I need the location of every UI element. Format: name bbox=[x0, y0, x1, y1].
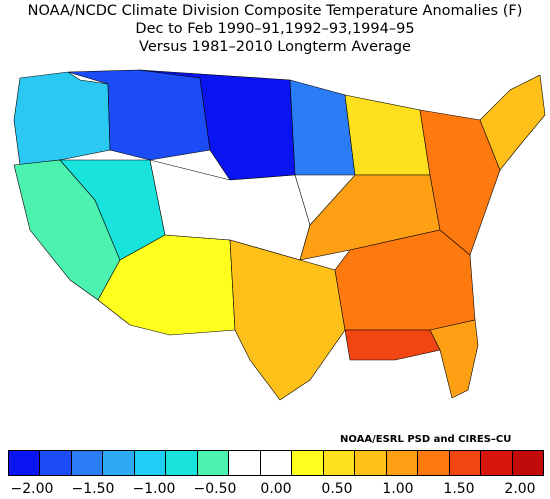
us-climate-division-map bbox=[13, 69, 546, 401]
colorbar-swatch bbox=[323, 451, 356, 475]
colorbar-tick-label: −2.00 bbox=[10, 481, 54, 497]
map-subtitle-baseline: Versus 1981–2010 Longterm Average bbox=[139, 39, 411, 55]
colorbar-tick-label: 1.50 bbox=[443, 481, 475, 497]
colorbar-tick-labels: −2.00 −1.50 −1.00 −0.50 0.00 0.50 1.00 1.50 2.00 bbox=[0, 481, 550, 499]
colorbar-tick-label: 2.00 bbox=[504, 481, 536, 497]
source-credit: NOAA/ESRL PSD and CIRES–CU bbox=[340, 434, 512, 445]
colorbar-swatch bbox=[292, 451, 324, 475]
colorbar-swatch bbox=[449, 451, 482, 475]
colorbar-tick-label: −1.00 bbox=[132, 481, 176, 497]
map-title: NOAA/NCDC Climate Division Composite Tem… bbox=[27, 3, 523, 19]
colorbar-swatch bbox=[386, 451, 419, 475]
colorbar-tick-label: −0.50 bbox=[193, 481, 237, 497]
colorbar-tick-label: 0.50 bbox=[321, 481, 353, 497]
colorbar-swatch bbox=[512, 451, 543, 475]
colorbar bbox=[8, 450, 544, 476]
colorbar-swatch bbox=[71, 451, 104, 475]
colorbar-swatch bbox=[103, 451, 135, 475]
colorbar-tick-label: 0.00 bbox=[260, 481, 292, 497]
colorbar-swatch bbox=[481, 451, 513, 475]
region-new-england bbox=[479, 74, 546, 171]
region-pacific-northwest bbox=[13, 71, 111, 166]
colorbar-swatch bbox=[355, 451, 387, 475]
colorbar-swatch bbox=[40, 451, 72, 475]
region-gulf-coast bbox=[344, 329, 441, 361]
colorbar-tick-label: −1.50 bbox=[71, 481, 115, 497]
map-subtitle-period: Dec to Feb 1990–91,1992–93,1994–95 bbox=[135, 21, 415, 37]
region-texas bbox=[229, 239, 346, 401]
region-upper-midwest bbox=[289, 79, 356, 176]
region-great-lakes bbox=[344, 94, 431, 176]
region-florida bbox=[429, 319, 479, 399]
colorbar-swatch bbox=[229, 451, 261, 475]
colorbar-tick-label: 1.00 bbox=[382, 481, 414, 497]
colorbar-swatch bbox=[134, 451, 167, 475]
colorbar-swatch bbox=[9, 451, 41, 475]
colorbar-swatch bbox=[418, 451, 450, 475]
colorbar-swatch bbox=[197, 451, 230, 475]
colorbar-swatch bbox=[260, 451, 293, 475]
colorbar-swatch bbox=[166, 451, 198, 475]
